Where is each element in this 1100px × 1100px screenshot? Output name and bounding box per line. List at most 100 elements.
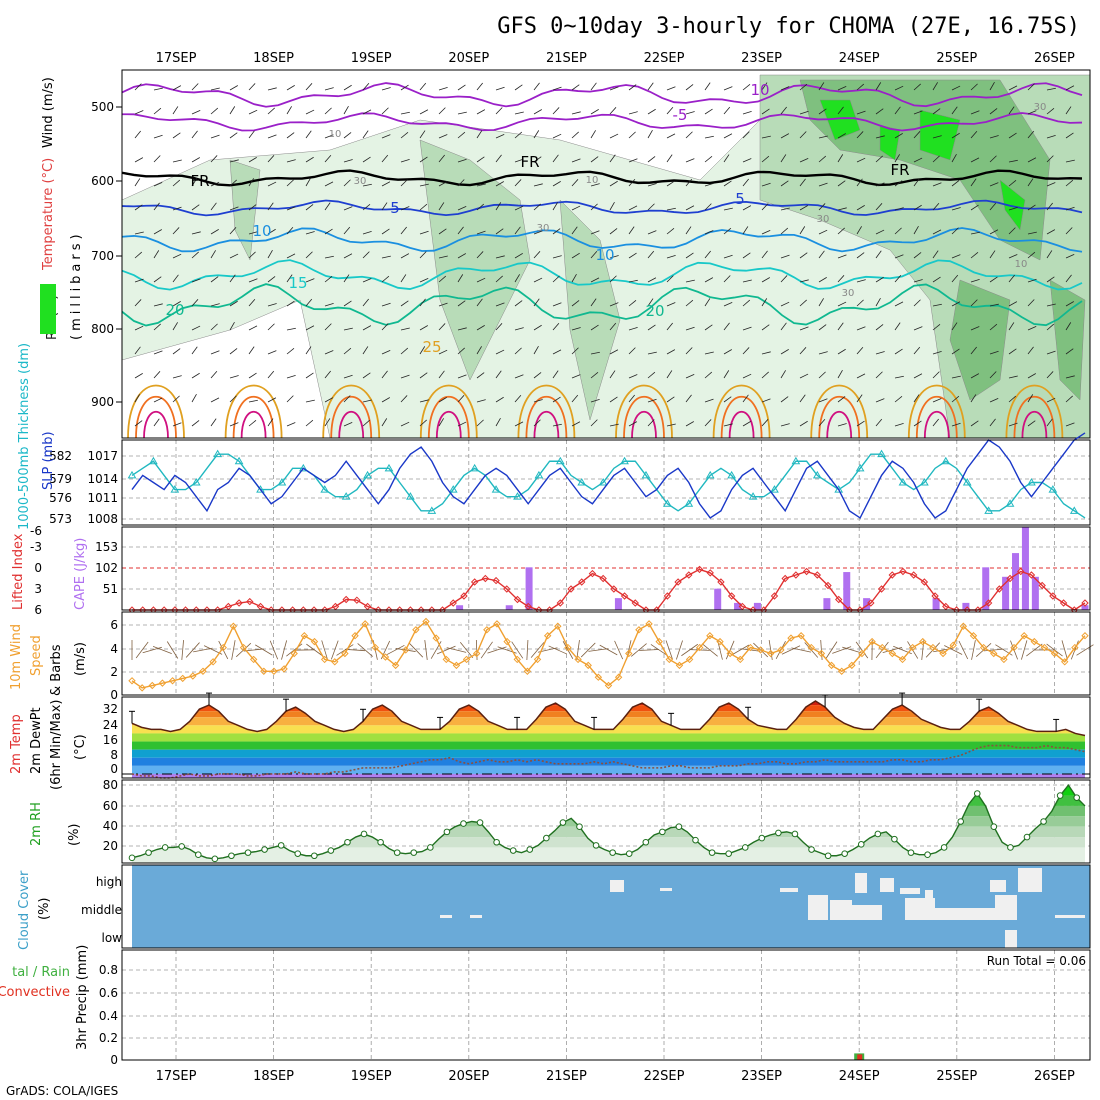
warm-contour [818,396,861,439]
wind-barb [343,300,352,307]
wind-barb [799,83,808,91]
rh2m-point [907,849,915,856]
wind-barb [913,420,922,427]
wind-barb [172,348,181,355]
cape-bar [863,598,871,610]
thickness-point [727,470,737,479]
wind-speed-line [131,620,1086,689]
wind-barb [153,87,163,91]
wind-barb [666,396,675,403]
wind-barb [875,203,883,211]
wind-barb-10m [599,644,618,656]
wind-barb [1027,130,1035,139]
slp-axis-label: SLP (mb) [41,431,56,490]
wind-barb [1027,394,1034,403]
cloud-label-2: (%) [37,898,52,921]
wind-speed-point [827,661,836,670]
rh2m-point [725,850,732,857]
wind-barb [210,202,217,211]
contour-label: 5 [390,199,400,217]
wind-barb [932,155,940,163]
lifted-index-point [674,578,682,586]
wind-barb [913,110,923,115]
tick-label: 8 [110,748,118,762]
wind-barb [1046,202,1053,211]
thickness-point [1048,485,1058,493]
thickness-point [898,478,908,486]
wind-barb [381,87,391,91]
thickness-point [984,506,993,514]
wind-barb [362,298,369,307]
wind-barb [324,134,334,139]
cloud-block [905,898,935,920]
cape-bar [982,567,990,610]
wind-barb [210,134,220,139]
wind-barb [970,83,978,91]
wind-barb [457,374,467,379]
thickness-point [513,492,522,500]
rh2m-point [1056,792,1064,799]
wind-barb [381,275,390,283]
wind-barb [153,107,162,115]
wind-barb [248,298,256,307]
wind-barb [609,322,617,331]
wind-barb [723,423,733,427]
lifted-index-point [909,571,918,579]
wind-speed-point [209,658,217,666]
wind-barb [989,350,999,355]
thickness-tick-label: 582 [49,449,72,463]
thickness-point [577,478,587,486]
wind-label-4: (m/s) [73,642,88,676]
rh2m-point [775,829,782,837]
wind-barb [457,274,464,283]
pressure-tick-label: 800 [91,322,114,336]
wind-barb [723,322,730,331]
wind-barb [761,155,770,163]
wind-barb [172,253,182,259]
wind-barb [134,420,143,427]
wind-barb [666,207,676,211]
wind10m-panel: 6 4 2 0 10m Wind Speed & Barbs (m/s) [9,611,1094,702]
wind-speed-point [341,649,349,658]
lifted-index-point [835,595,843,604]
wind-barb [476,399,486,403]
contour-label: 10 [750,81,769,99]
temp-band [132,757,1085,766]
wind-barb [761,135,771,139]
wind-speed-point [381,653,390,661]
wind-barb [989,303,999,307]
thickness-point [684,499,694,507]
precip-panel-frame [121,949,1091,1061]
wind-barb [381,107,389,115]
wind-barb [856,205,865,211]
wind-barb [913,157,923,163]
wind-barb [153,250,160,259]
wind-barb [970,373,980,379]
wind-barb [153,202,160,211]
wind-barb [476,419,484,427]
wind-barb [609,180,618,187]
wind-speed-point [219,643,227,652]
wind-barb [761,229,771,235]
rh2m-point [1040,818,1047,825]
wind-barb [324,276,333,283]
wind-barb [590,372,599,379]
thickness-point [834,485,844,493]
thickness-tick-label: 573 [49,512,72,526]
rh2m-point [857,841,865,848]
wind-barb [514,84,523,91]
wind-barb [875,324,884,331]
wind-speed-point [442,655,450,664]
wind-speed-point [716,637,724,646]
wind-barb [723,133,733,139]
wind-barb [647,108,656,115]
tick-label: 40 [103,819,118,833]
wind-barb [343,179,351,187]
warm-contour [712,384,771,439]
temp-series [122,692,1090,779]
wind-barb [248,109,258,115]
lifted-index-point [995,585,1004,593]
wind-barb [134,157,144,163]
precip-bar-convective [857,1054,863,1060]
lifted-index-point [513,595,522,604]
